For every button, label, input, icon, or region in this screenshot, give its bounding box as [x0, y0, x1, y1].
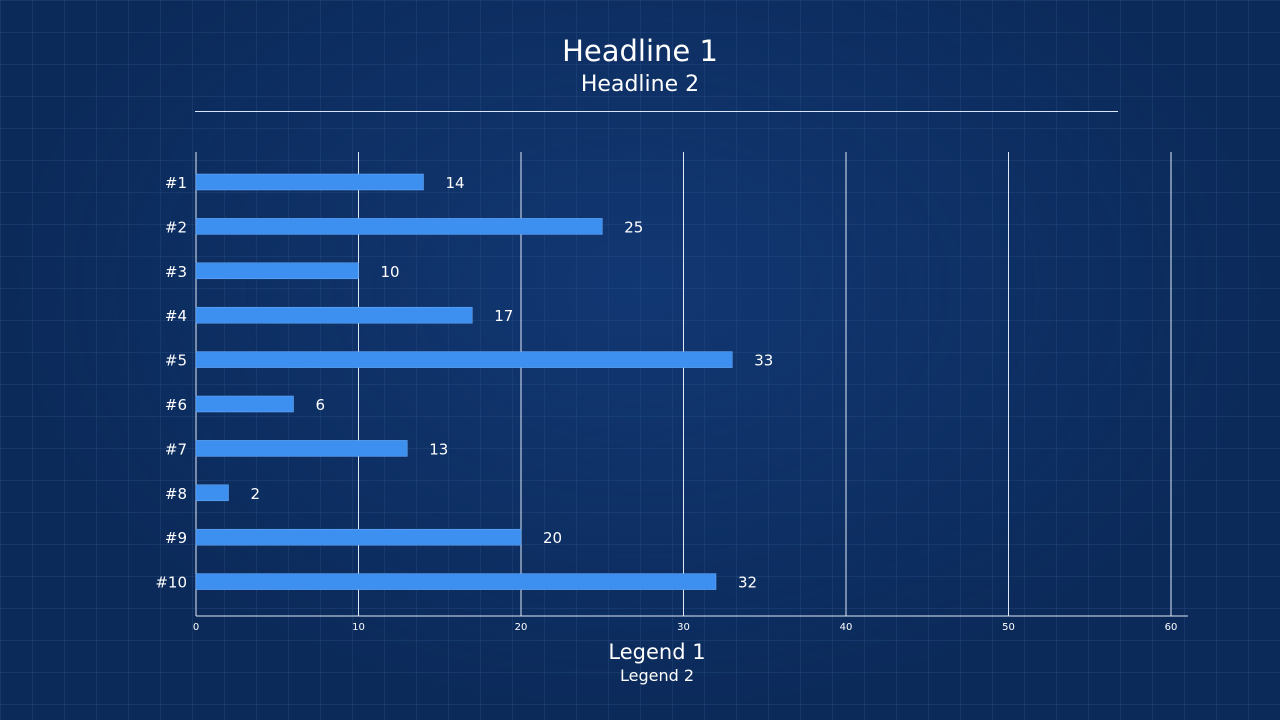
category-label: #1	[165, 174, 187, 192]
x-tick-label: 30	[677, 622, 690, 633]
category-label: #6	[165, 396, 187, 414]
bar	[195, 351, 733, 368]
category-label: #7	[165, 440, 187, 458]
value-label: 33	[754, 352, 773, 370]
value-label: 13	[429, 440, 448, 458]
chart-subtitle: Headline 2	[580, 72, 700, 97]
bar	[195, 306, 473, 324]
x-tick-label: 60	[1165, 622, 1178, 633]
category-label: #8	[165, 485, 187, 503]
category-label: #10	[155, 574, 187, 592]
title-divider	[195, 111, 1118, 112]
value-label: 6	[316, 396, 326, 414]
bar	[195, 218, 603, 235]
bar	[195, 528, 522, 546]
value-label: 20	[543, 529, 562, 547]
bar	[195, 262, 359, 280]
x-tick-label: 40	[840, 622, 853, 633]
value-label: 10	[381, 263, 400, 281]
value-label: 17	[494, 307, 513, 325]
bar	[195, 173, 424, 191]
category-label: #3	[165, 263, 187, 281]
bar	[195, 484, 229, 502]
bar	[195, 573, 717, 590]
category-label: #2	[165, 218, 187, 236]
bar	[195, 440, 408, 457]
x-tick-label: 0	[193, 622, 199, 633]
chart-title: Headline 1	[562, 34, 718, 68]
value-label: 2	[251, 485, 261, 503]
category-label: #5	[165, 352, 187, 370]
category-label: #9	[165, 529, 187, 547]
value-label: 14	[446, 174, 465, 192]
x-tick-label: 50	[1002, 622, 1015, 633]
value-label: 25	[624, 218, 643, 236]
legend-primary: Legend 1	[608, 640, 706, 664]
x-tick-label: 20	[515, 622, 528, 633]
bar	[195, 395, 294, 413]
x-tick-label: 10	[352, 622, 365, 633]
value-label: 32	[738, 574, 757, 592]
category-label: #4	[165, 307, 187, 325]
legend-secondary: Legend 2	[619, 666, 695, 685]
